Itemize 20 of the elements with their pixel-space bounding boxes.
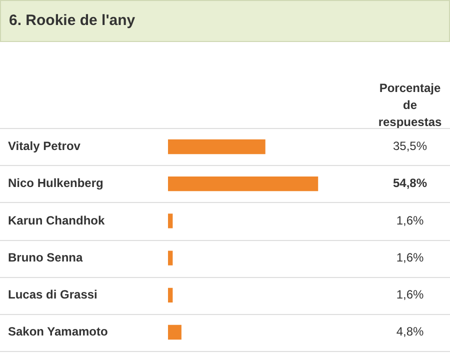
- bar: [168, 176, 318, 192]
- y-tick-label: Vitaly Petrov: [8, 139, 81, 154]
- bar: [168, 324, 182, 340]
- y-tick-label: Karun Chandhok: [8, 213, 105, 228]
- x-axis-title: Porcentaje de respuestas: [377, 80, 443, 131]
- bar: [168, 139, 266, 154]
- data-label: 1,6%: [396, 287, 424, 302]
- data-label: 1,6%: [396, 250, 424, 264]
- y-tick-label: Nico Hulkenberg: [8, 176, 104, 190]
- chart-title: 6. Rookie de l'any: [9, 12, 136, 29]
- data-label: 1,6%: [396, 213, 424, 228]
- bar: [168, 288, 173, 302]
- bar: [168, 250, 173, 266]
- data-label: 4,8%: [396, 324, 424, 339]
- y-tick-label: Sakon Yamamoto: [8, 324, 108, 339]
- y-tick-label: Bruno Senna: [8, 250, 83, 264]
- data-label: 35,5%: [392, 139, 428, 154]
- data-label: 54,8%: [392, 176, 428, 190]
- y-tick-label: Lucas di Grassi: [8, 287, 98, 302]
- bar: [168, 214, 173, 228]
